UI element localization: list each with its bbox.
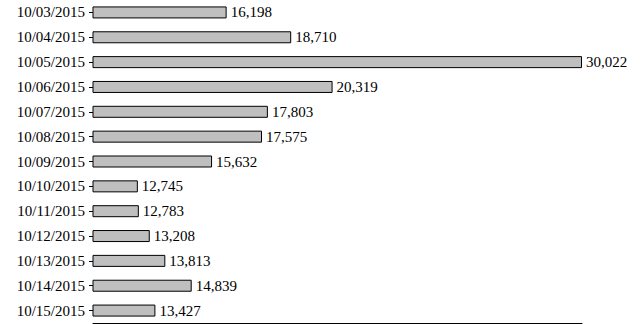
svg-text:13,427: 13,427 [159, 303, 201, 319]
svg-text:13,208: 13,208 [154, 228, 195, 244]
svg-text:10/12/2015: 10/12/2015 [17, 228, 85, 244]
svg-text:13,813: 13,813 [169, 253, 210, 269]
svg-text:10/09/2015: 10/09/2015 [17, 154, 85, 170]
svg-text:12,783: 12,783 [143, 203, 184, 219]
svg-text:10/03/2015: 10/03/2015 [17, 4, 85, 20]
svg-text:20,319: 20,319 [337, 79, 378, 95]
svg-text:10/14/2015: 10/14/2015 [17, 278, 85, 294]
svg-text:10/04/2015: 10/04/2015 [17, 29, 85, 45]
svg-text:10/11/2015: 10/11/2015 [17, 203, 85, 219]
svg-text:17,575: 17,575 [266, 129, 307, 145]
svg-text:15,632: 15,632 [216, 154, 257, 170]
svg-text:10/05/2015: 10/05/2015 [17, 54, 85, 70]
svg-text:12,745: 12,745 [142, 178, 183, 194]
svg-text:30,022: 30,022 [586, 54, 627, 70]
svg-text:10/15/2015: 10/15/2015 [17, 303, 85, 319]
svg-text:10/07/2015: 10/07/2015 [17, 104, 85, 120]
svg-text:10/08/2015: 10/08/2015 [17, 129, 85, 145]
svg-text:16,198: 16,198 [231, 4, 272, 20]
svg-text:17,803: 17,803 [272, 104, 313, 120]
svg-text:14,839: 14,839 [196, 278, 237, 294]
svg-text:10/06/2015: 10/06/2015 [17, 79, 85, 95]
svg-text:10/10/2015: 10/10/2015 [17, 178, 85, 194]
svg-text:18,710: 18,710 [295, 29, 336, 45]
svg-text:10/13/2015: 10/13/2015 [17, 253, 85, 269]
